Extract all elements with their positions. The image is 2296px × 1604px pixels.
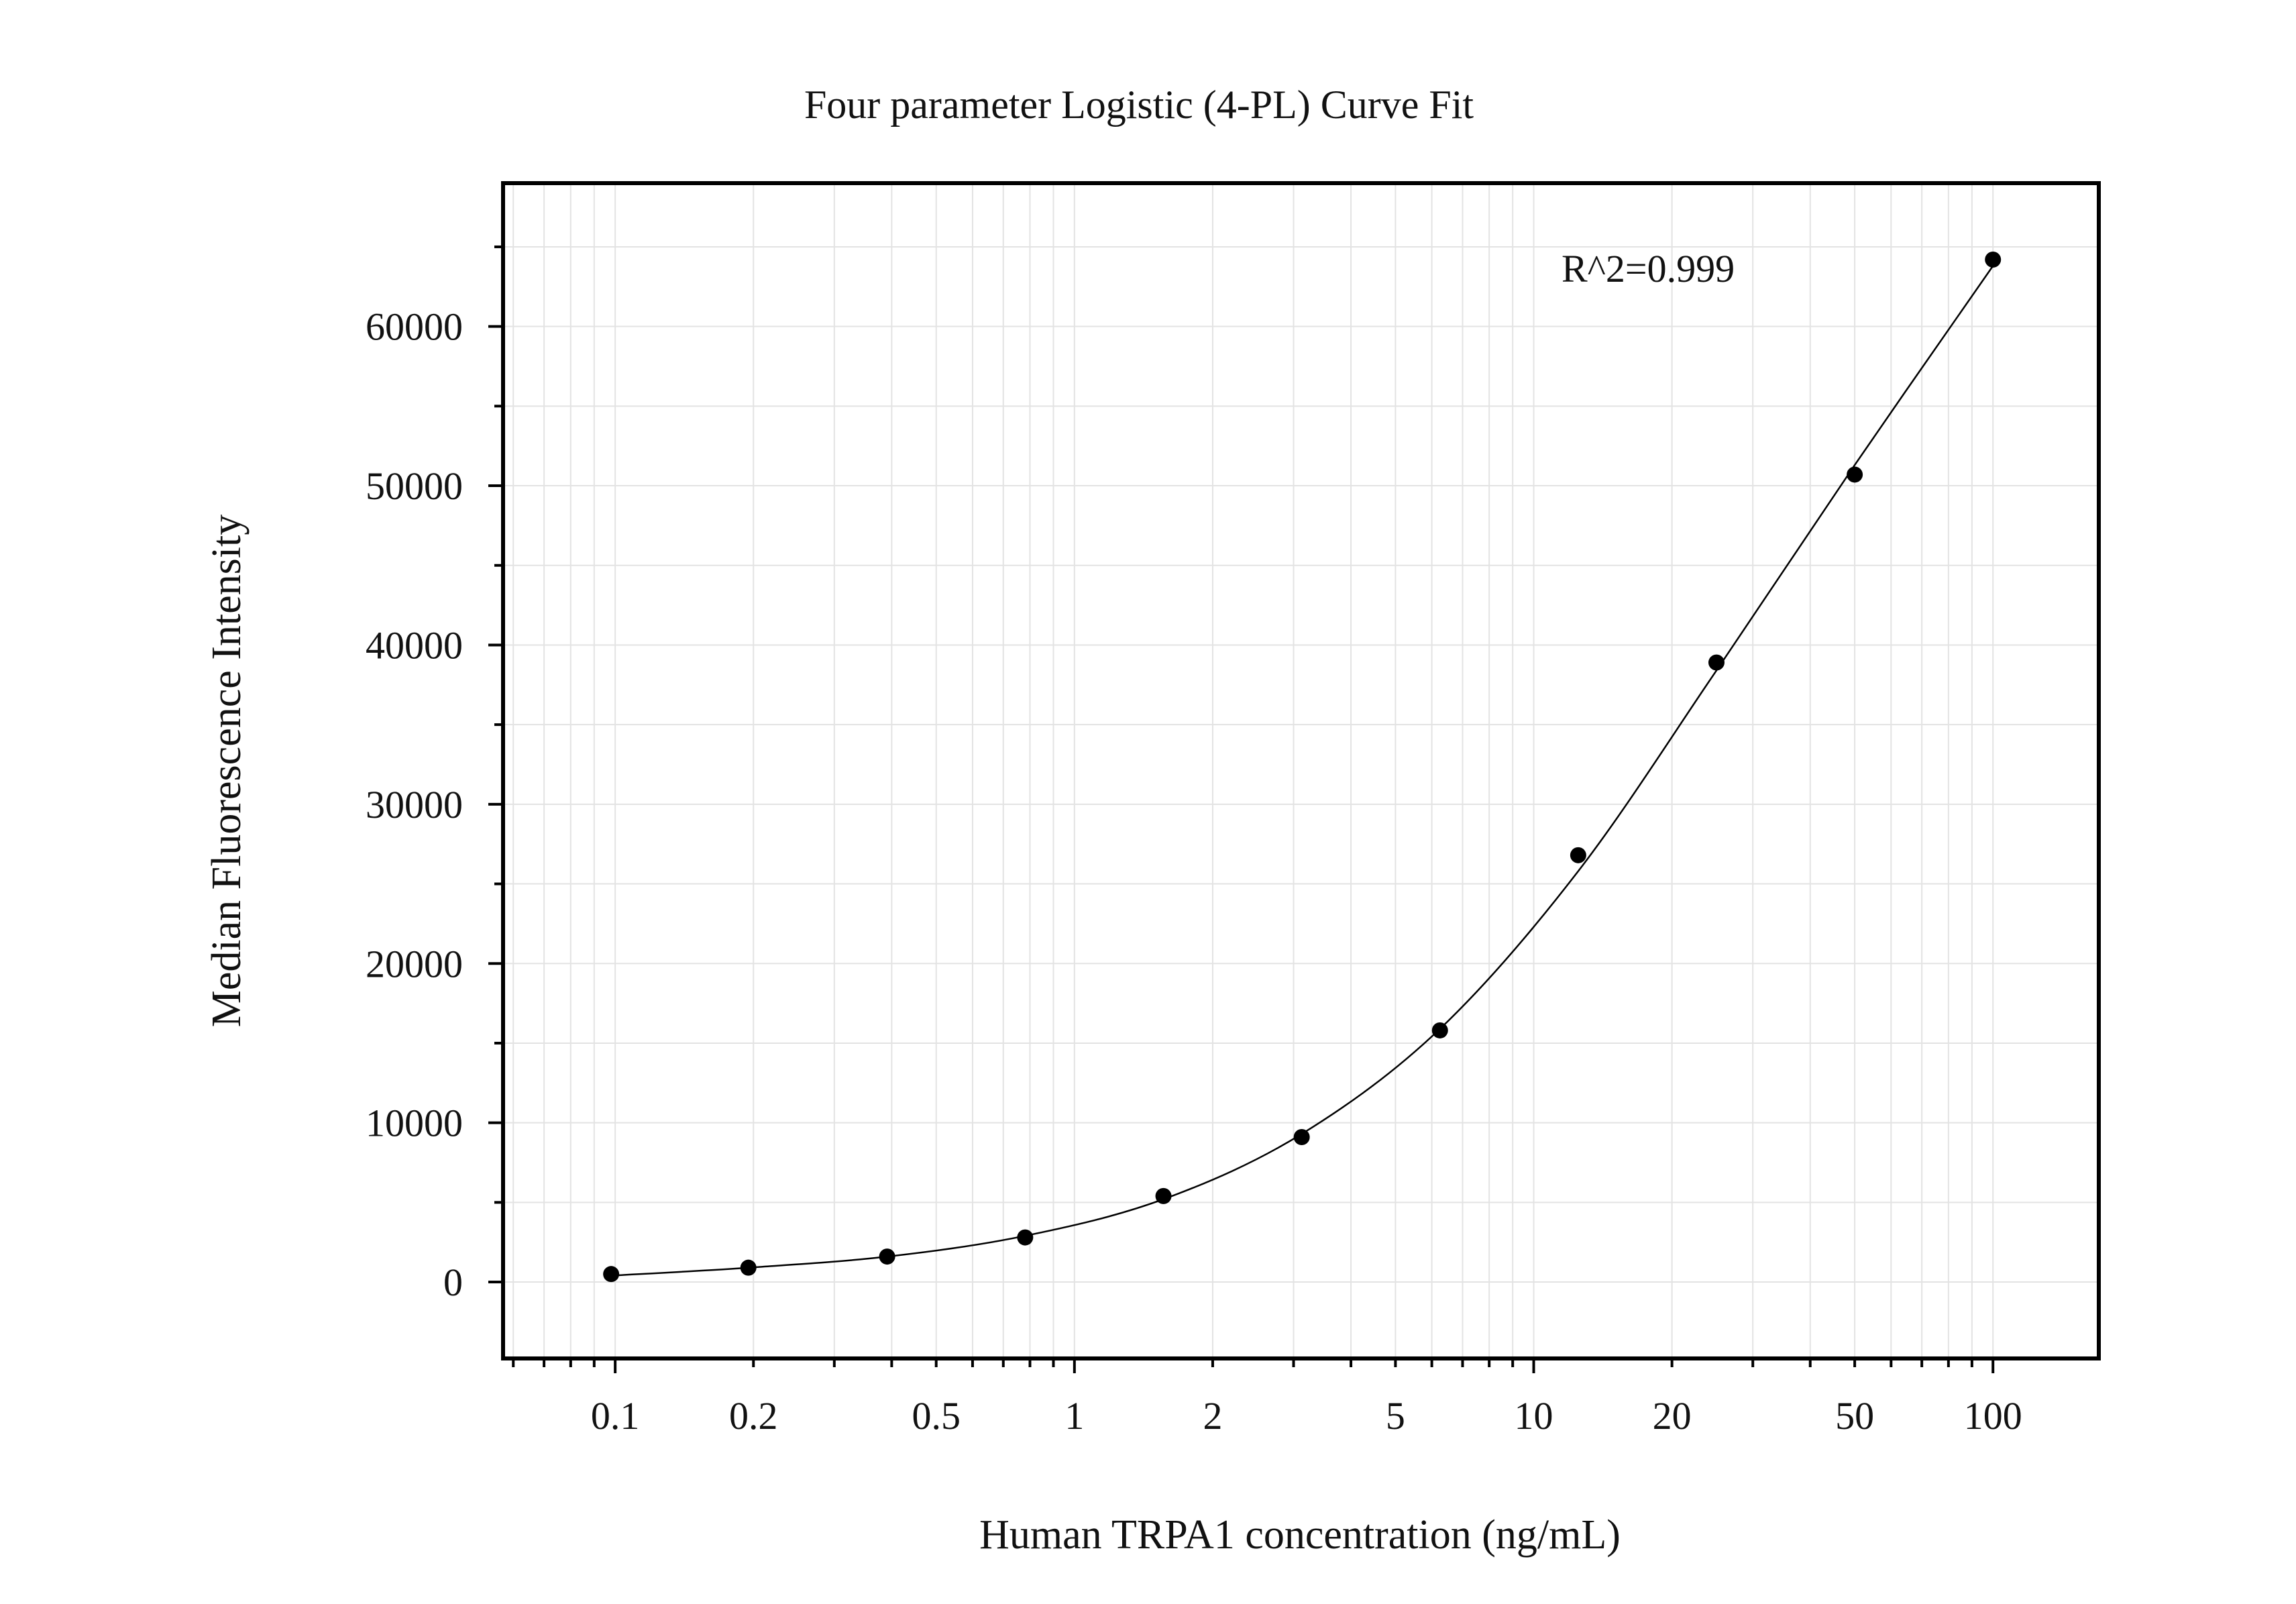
x-tick-label: 5	[1386, 1394, 1405, 1438]
y-axis-title: Median Fluorescence Intensity	[204, 515, 250, 1027]
fit-curve-layer	[611, 265, 1994, 1277]
x-tick-label: 2	[1203, 1394, 1222, 1438]
data-point	[1708, 654, 1725, 671]
data-point	[1017, 1229, 1034, 1246]
y-tick-label: 0	[443, 1261, 463, 1304]
axes: 0.1 0.2 0.5 1 2 5 10 20 50 100 0 10000 20000 30000 400…	[366, 245, 2022, 1438]
y-tick-label: 50000	[366, 464, 463, 508]
x-tick-label: 10	[1515, 1394, 1553, 1438]
y-tick-label: 30000	[366, 783, 463, 826]
data-point	[1570, 847, 1586, 863]
x-tick-label: 1	[1064, 1394, 1084, 1438]
data-point	[1985, 251, 2002, 268]
data-points	[603, 251, 2002, 1283]
y-tick-label: 60000	[366, 305, 463, 349]
data-point	[1293, 1129, 1310, 1146]
plot-frame	[501, 181, 2101, 1360]
x-tick-label: 0.5	[912, 1394, 961, 1438]
x-tick-label: 50	[1835, 1394, 1874, 1438]
grid	[503, 183, 2099, 1358]
x-tick-label: 100	[1964, 1394, 2022, 1438]
x-tick-label: 0.1	[591, 1394, 640, 1438]
r-squared-annotation: R^2=0.999	[1562, 247, 1735, 290]
data-point	[879, 1248, 895, 1265]
data-point	[603, 1266, 620, 1283]
x-tick-label: 20	[1653, 1394, 1692, 1438]
data-point	[740, 1259, 757, 1276]
data-point	[1155, 1187, 1172, 1204]
y-tick-label: 10000	[366, 1102, 463, 1145]
y-tick-label: 40000	[366, 623, 463, 667]
fit-curve	[611, 265, 1994, 1277]
x-axis-title: Human TRPA1 concentration (ng/mL)	[979, 1512, 1621, 1558]
chart-title: Four parameter Logistic (4-PL) Curve Fit	[804, 83, 1474, 127]
data-point	[1431, 1022, 1448, 1038]
data-point	[1847, 466, 1863, 483]
y-tick-label: 20000	[366, 942, 463, 985]
x-tick-label: 0.2	[729, 1394, 778, 1438]
